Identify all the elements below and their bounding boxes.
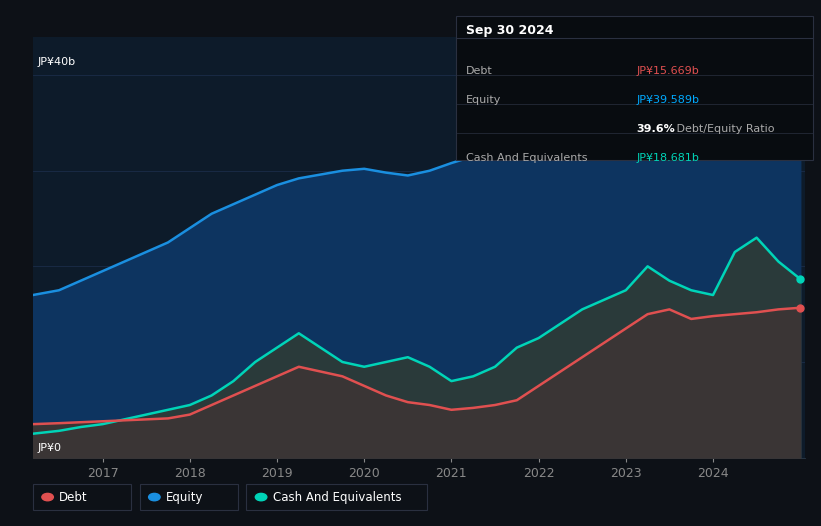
Text: Cash And Equivalents: Cash And Equivalents [273,491,401,503]
Point [794,304,807,312]
Text: Debt: Debt [466,66,493,76]
Text: Debt: Debt [59,491,88,503]
Text: JP¥40b: JP¥40b [37,57,76,67]
Text: Equity: Equity [166,491,204,503]
Text: Debt/Equity Ratio: Debt/Equity Ratio [673,124,775,134]
Text: JP¥39.589b: JP¥39.589b [636,95,699,105]
Text: JP¥0: JP¥0 [37,443,62,453]
Text: Sep 30 2024: Sep 30 2024 [466,24,553,37]
Text: JP¥15.669b: JP¥15.669b [636,66,699,76]
Text: Cash And Equivalents: Cash And Equivalents [466,153,587,163]
Point [794,275,807,283]
Text: Equity: Equity [466,95,501,105]
Text: 39.6%: 39.6% [636,124,675,134]
Text: JP¥18.681b: JP¥18.681b [636,153,699,163]
Point [794,75,807,83]
